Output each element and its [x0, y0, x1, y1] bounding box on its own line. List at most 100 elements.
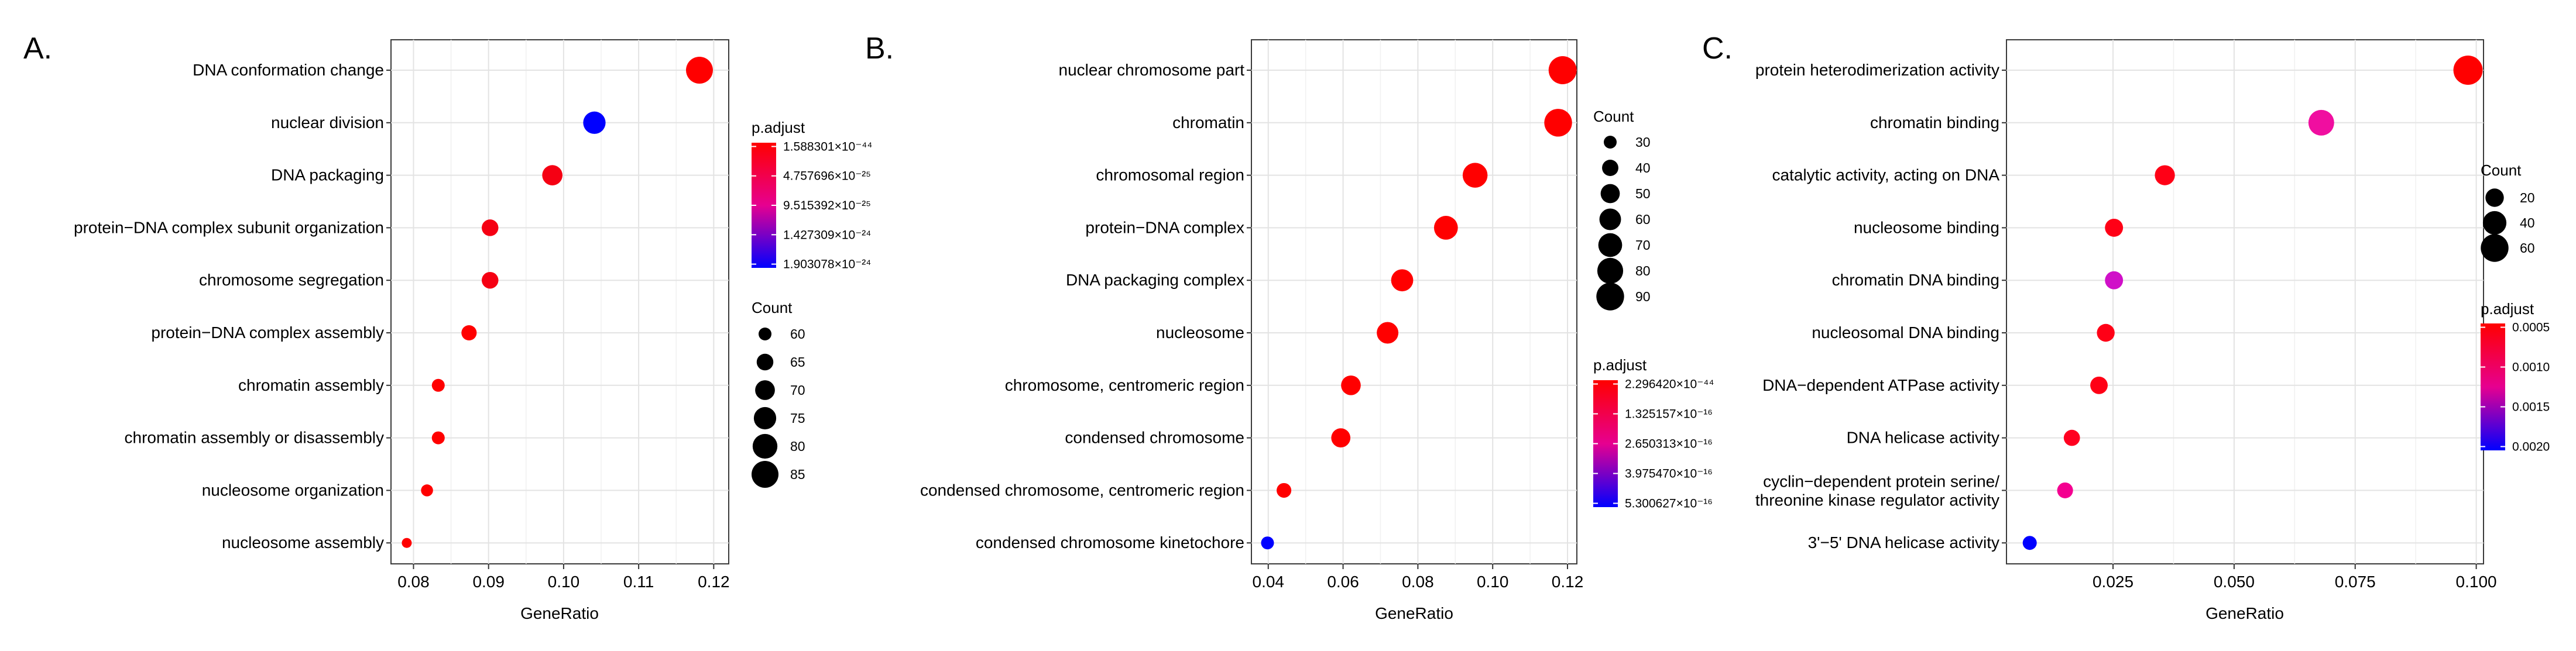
size-legend-label: 40: [1635, 160, 1651, 175]
size-legend-label: 70: [1635, 237, 1651, 253]
data-point: [2057, 482, 2073, 498]
panel-b-category-labels: nuclear chromosome part chromatin chromoso…: [920, 61, 1251, 552]
panel-b-size-legend: Count 30 40 50 60 70 80 90: [1593, 108, 1651, 311]
size-legend-label: 80: [1635, 263, 1651, 278]
category-label: DNA−dependent ATPase activity: [1762, 376, 1999, 394]
category-label: DNA packaging complex: [1066, 271, 1244, 289]
panel-b-size-legend-items: 30 40 50 60 70 80 90: [1596, 135, 1651, 311]
size-legend-label: 40: [2520, 215, 2535, 230]
category-label: chromosome, centromeric region: [1005, 376, 1244, 394]
data-point: [542, 165, 563, 185]
size-legend-label: 85: [790, 467, 805, 482]
size-legend-dot: [755, 380, 775, 400]
data-point: [2022, 536, 2037, 550]
size-legend-dot: [1596, 283, 1624, 311]
size-legend-dot: [756, 353, 774, 371]
size-legend-dot: [1602, 160, 1618, 176]
data-point: [482, 219, 499, 236]
x-tick-label: 0.10: [548, 573, 580, 591]
data-point: [583, 111, 606, 134]
x-tick-label: 0.12: [1552, 573, 1584, 591]
data-point: [1377, 322, 1399, 344]
category-label: cyclin−dependent protein serine/threonin…: [1755, 472, 1999, 509]
data-point: [2105, 218, 2124, 237]
panel-c-points: [2022, 56, 2483, 550]
panel-c-label: C.: [1702, 32, 1733, 66]
panel-a-points: [402, 57, 713, 548]
panel-b-colorbar-ticks: 2.296420×10⁻⁴⁴ 1.325157×10⁻¹⁶ 2.650313×10⁻…: [1593, 378, 1714, 510]
size-legend-label: 30: [1635, 135, 1651, 150]
colorbar-tick-label: 0.0015: [2512, 400, 2550, 414]
data-point: [1277, 483, 1292, 498]
size-legend-label: 60: [2520, 240, 2535, 256]
category-label: protein−DNA complex subunit organization: [74, 218, 384, 236]
data-point: [2097, 323, 2115, 342]
size-legend-dot: [1597, 257, 1624, 284]
panel-c-gridlines: [2006, 40, 2484, 564]
panel-c: C. protein heterodimerization activity ch…: [1702, 32, 2550, 622]
colorbar-tick-label: 1.588301×10⁻⁴⁴: [783, 140, 872, 153]
data-point: [2453, 56, 2483, 85]
size-legend-label: 65: [790, 354, 805, 370]
data-point: [421, 484, 433, 497]
panel-b-color-legend: p.adjust 2.296420×10⁻⁴⁴ 1.325157×10⁻¹⁶ 2.6…: [1593, 356, 1714, 510]
panel-a-color-legend-title: p.adjust: [752, 119, 805, 136]
panel-c-size-legend-title: Count: [2481, 161, 2522, 179]
panel-c-size-legend: Count 20 40 60: [2481, 161, 2535, 262]
category-label: condensed chromosome: [1065, 429, 1244, 447]
size-legend-dot: [752, 433, 778, 459]
data-point: [1462, 163, 1488, 188]
colorbar-tick-label: 2.296420×10⁻⁴⁴: [1625, 378, 1714, 391]
category-label: 3'−5' DNA helicase activity: [1808, 533, 1999, 552]
colorbar-tick-label: 0.0010: [2512, 361, 2550, 374]
x-tick-label: 0.06: [1327, 573, 1359, 591]
category-label: chromatin binding: [1870, 113, 1999, 132]
data-point: [1261, 536, 1274, 550]
colorbar-tick-label: 0.0020: [2512, 440, 2550, 453]
panel-b-x-ticks: 0.04 0.06 0.08 0.10 0.12: [1253, 564, 1584, 591]
x-tick-label: 0.12: [698, 573, 730, 591]
size-legend-dot: [2481, 234, 2509, 262]
category-label: chromosomal region: [1096, 166, 1244, 184]
panel-a-size-legend: Count 60 65 70 75 80 85: [752, 299, 805, 488]
size-legend-dot: [758, 327, 772, 341]
panel-a-x-axis-title: GeneRatio: [520, 604, 599, 622]
category-label: DNA conformation change: [193, 61, 384, 79]
x-tick-label: 0.025: [2093, 573, 2133, 591]
x-tick-label: 0.100: [2456, 573, 2497, 591]
size-legend-dot: [1604, 136, 1617, 149]
data-point: [431, 378, 445, 392]
category-label: chromatin: [1172, 113, 1244, 132]
x-tick-label: 0.08: [1402, 573, 1434, 591]
panel-b-color-legend-title: p.adjust: [1593, 356, 1647, 374]
panel-c-plot-area: [2006, 39, 2484, 564]
panel-c-color-legend: p.adjust 0.0005 0.0010 0.0015 0.0020: [2481, 300, 2550, 453]
data-point: [482, 271, 499, 289]
size-legend-dot: [1600, 184, 1620, 204]
panel-b-gridlines: [1251, 40, 1577, 564]
x-tick-label: 0.050: [2214, 573, 2255, 591]
size-legend-label: 20: [2520, 190, 2535, 205]
panel-c-x-axis-title: GeneRatio: [2205, 604, 2284, 622]
panel-a-size-legend-items: 60 65 70 75 80 85: [752, 326, 805, 488]
data-point: [1341, 375, 1361, 395]
category-label: DNA packaging: [271, 166, 384, 184]
data-point: [1548, 56, 1577, 84]
data-point: [431, 431, 445, 445]
panel-c-colorbar: [2481, 323, 2505, 450]
category-label: nucleosome assembly: [222, 533, 384, 552]
size-legend-label: 60: [790, 326, 805, 342]
category-label: nuclear division: [271, 113, 384, 132]
data-point: [2105, 271, 2124, 290]
data-point: [1433, 216, 1458, 240]
category-label: protein−DNA complex assembly: [151, 323, 384, 342]
category-label: nucleosome: [1156, 323, 1244, 342]
size-legend-dot: [753, 407, 777, 430]
colorbar-tick-label: 1.903078×10⁻²⁴: [783, 258, 871, 271]
size-legend-label: 75: [790, 411, 805, 426]
x-tick-label: 0.09: [472, 573, 505, 591]
panel-b: B. nuclear chromosome part chromatin chrom…: [865, 32, 1714, 622]
data-point: [402, 538, 412, 548]
colorbar-tick-label: 1.427309×10⁻²⁴: [783, 228, 871, 242]
